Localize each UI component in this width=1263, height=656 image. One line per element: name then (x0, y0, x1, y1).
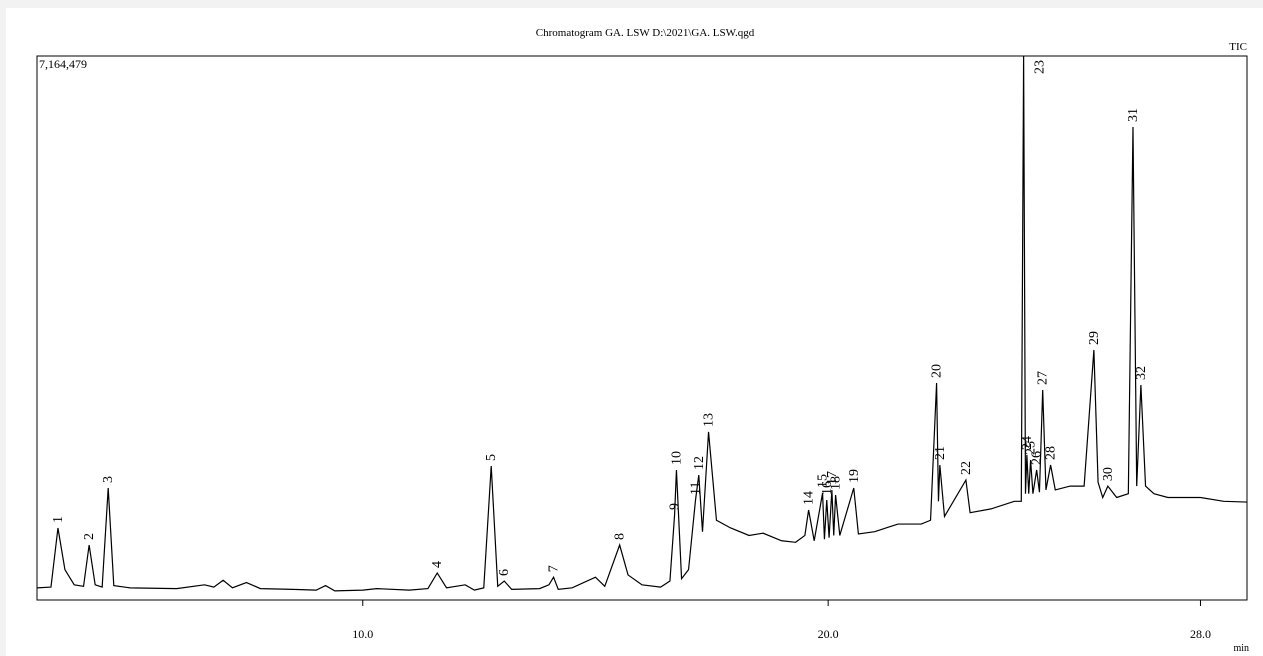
peak-label: 21 (933, 446, 948, 460)
panel (6, 8, 1263, 656)
peak-label: 27 (1036, 371, 1051, 385)
peak-label: 24 (1020, 436, 1035, 450)
peak-label: 30 (1101, 467, 1116, 481)
peak-label: 9 (668, 503, 683, 510)
peak-label: 13 (702, 413, 717, 427)
peak-label: 2 (82, 533, 97, 540)
peak-label: 32 (1134, 366, 1149, 380)
peak-label: 22 (959, 461, 974, 475)
peak-label: 7 (547, 565, 562, 572)
peak-label: 8 (613, 533, 628, 540)
x-axis-label: min (1233, 643, 1249, 654)
peak-label: 6 (497, 569, 512, 576)
legend-entry: TIC (1229, 41, 1247, 53)
peak-label: 15 (816, 474, 831, 488)
peak-label: 28 (1044, 446, 1059, 460)
plot-frame (36, 55, 1248, 601)
x-tick-label: 20.0 (818, 627, 839, 641)
peak-label: 4 (430, 561, 445, 568)
peak-label: 18 (829, 476, 844, 490)
x-tick-label: 28.0 (1190, 627, 1211, 641)
peak-label: 11 (689, 482, 704, 495)
peak-label: 5 (484, 454, 499, 461)
peak-label: 1 (51, 516, 66, 523)
peak-label: 23 (1033, 60, 1048, 74)
peak-label: 3 (101, 476, 116, 483)
peak-label: 14 (802, 491, 817, 505)
chart-title: Chromatogram GA. LSW D:\2021\GA. LSW.qgd (536, 27, 755, 39)
y-tick-label: 7,164,479 (39, 57, 87, 71)
peak-label: 12 (692, 456, 707, 470)
peak-label: 26 (1030, 451, 1045, 465)
peak-label: 20 (930, 364, 945, 378)
peak-label: 29 (1087, 331, 1102, 345)
peak-label: 10 (669, 451, 684, 465)
peak-label: 19 (847, 469, 862, 483)
peak-label: 16 (820, 481, 835, 495)
peak-label: 25 (1024, 441, 1039, 455)
x-tick-label: 10.0 (352, 627, 373, 641)
chromatogram-trace (36, 55, 1248, 592)
peak-label: 31 (1126, 108, 1141, 122)
peak-label: 17 (825, 471, 840, 485)
